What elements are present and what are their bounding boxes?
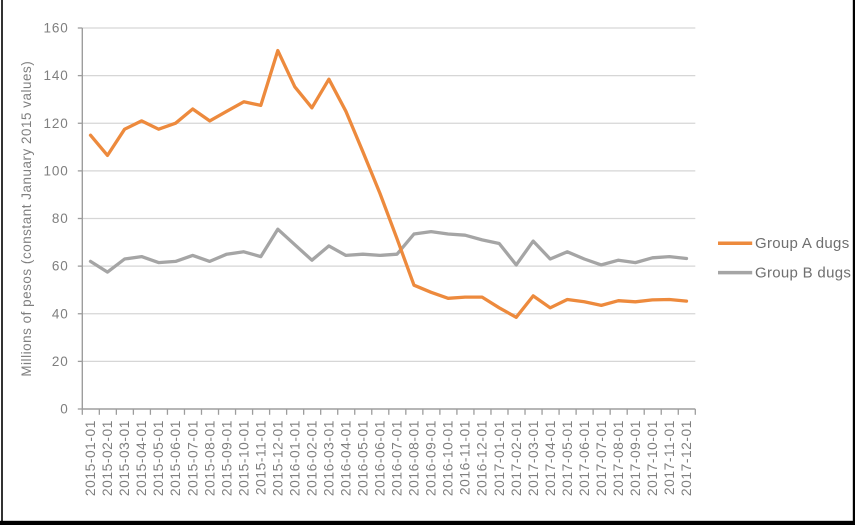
svg-text:2016-10-01: 2016-10-01 <box>441 420 456 496</box>
svg-text:2016-06-01: 2016-06-01 <box>373 420 388 496</box>
svg-text:2017-02-01: 2017-02-01 <box>509 420 524 496</box>
svg-text:2015-10-01: 2015-10-01 <box>236 420 251 496</box>
svg-text:2016-11-01: 2016-11-01 <box>458 420 473 495</box>
svg-text:2016-04-01: 2016-04-01 <box>339 420 354 496</box>
svg-text:2017-07-01: 2017-07-01 <box>594 420 609 496</box>
svg-text:100: 100 <box>43 163 68 178</box>
svg-text:2015-09-01: 2015-09-01 <box>219 420 234 496</box>
svg-text:160: 160 <box>43 21 68 36</box>
svg-text:2017-11-01: 2017-11-01 <box>662 420 677 495</box>
svg-text:2017-06-01: 2017-06-01 <box>577 420 592 496</box>
svg-text:2016-03-01: 2016-03-01 <box>322 420 337 496</box>
svg-text:2016-09-01: 2016-09-01 <box>424 420 439 496</box>
svg-text:80: 80 <box>52 211 69 226</box>
svg-text:2017-04-01: 2017-04-01 <box>543 420 558 496</box>
svg-text:2015-03-01: 2015-03-01 <box>117 420 132 496</box>
svg-text:2017-10-01: 2017-10-01 <box>645 420 660 496</box>
svg-text:2015-08-01: 2015-08-01 <box>202 420 217 496</box>
svg-text:2015-06-01: 2015-06-01 <box>168 420 183 496</box>
svg-text:0: 0 <box>60 402 68 417</box>
svg-text:20: 20 <box>52 354 69 369</box>
svg-text:60: 60 <box>52 259 69 274</box>
svg-text:2017-08-01: 2017-08-01 <box>611 420 626 496</box>
svg-text:2016-05-01: 2016-05-01 <box>356 420 371 496</box>
svg-text:2015-02-01: 2015-02-01 <box>100 420 115 496</box>
svg-text:2017-01-01: 2017-01-01 <box>492 420 507 496</box>
svg-text:2017-12-01: 2017-12-01 <box>679 420 694 496</box>
svg-text:2016-12-01: 2016-12-01 <box>475 420 490 496</box>
svg-text:2016-01-01: 2016-01-01 <box>287 420 302 496</box>
svg-text:120: 120 <box>43 116 68 131</box>
svg-text:Group B dugs: Group B dugs <box>755 264 851 281</box>
svg-text:Millions of pesos (constant Ja: Millions of pesos (constant January 2015… <box>19 61 34 377</box>
svg-text:Group A dugs: Group A dugs <box>755 235 850 252</box>
svg-text:2017-05-01: 2017-05-01 <box>560 420 575 496</box>
svg-text:2017-09-01: 2017-09-01 <box>628 420 643 496</box>
svg-text:2016-02-01: 2016-02-01 <box>305 420 320 496</box>
svg-text:2015-01-01: 2015-01-01 <box>83 420 98 496</box>
svg-text:140: 140 <box>43 68 68 83</box>
svg-text:2015-11-01: 2015-11-01 <box>253 420 268 495</box>
svg-text:2016-08-01: 2016-08-01 <box>407 420 422 496</box>
svg-text:40: 40 <box>52 306 69 321</box>
svg-text:2015-05-01: 2015-05-01 <box>151 420 166 496</box>
svg-text:2015-07-01: 2015-07-01 <box>185 420 200 496</box>
svg-text:2015-12-01: 2015-12-01 <box>270 420 285 496</box>
svg-text:2017-03-01: 2017-03-01 <box>526 420 541 496</box>
svg-text:2016-07-01: 2016-07-01 <box>390 420 405 496</box>
svg-text:2015-04-01: 2015-04-01 <box>134 420 149 496</box>
